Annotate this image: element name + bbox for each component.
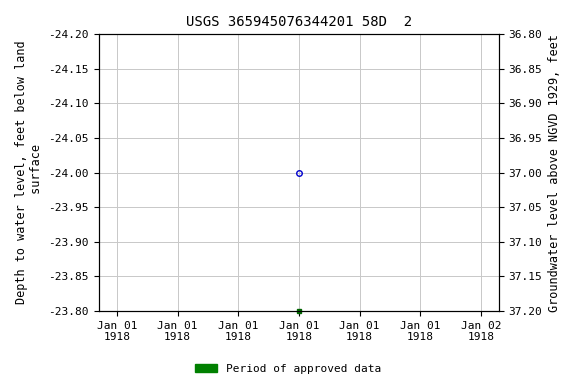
Legend: Period of approved data: Period of approved data	[191, 359, 385, 379]
Y-axis label: Depth to water level, feet below land
 surface: Depth to water level, feet below land su…	[15, 41, 43, 305]
Title: USGS 365945076344201 58D  2: USGS 365945076344201 58D 2	[186, 15, 412, 29]
Y-axis label: Groundwater level above NGVD 1929, feet: Groundwater level above NGVD 1929, feet	[548, 34, 561, 311]
